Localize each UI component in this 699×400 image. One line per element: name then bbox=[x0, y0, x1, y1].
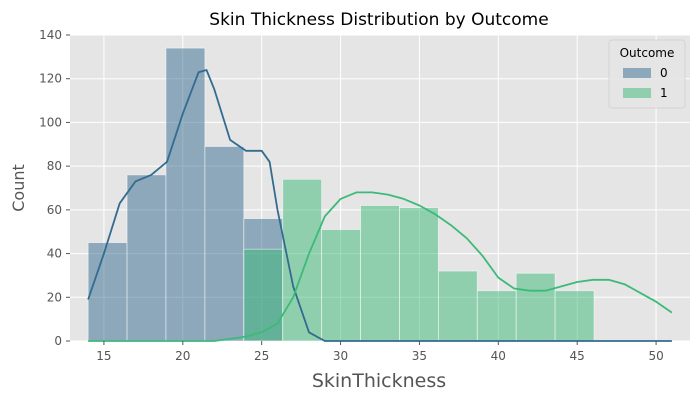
bar-1-bin-11 bbox=[515, 272, 556, 342]
y-tick-label: 120 bbox=[39, 72, 62, 86]
legend-swatch-1 bbox=[623, 88, 651, 98]
y-tick-label: 40 bbox=[47, 247, 62, 261]
legend-swatch-0 bbox=[623, 68, 651, 78]
kde-line-1 bbox=[88, 191, 673, 342]
bar-1-bin-7 bbox=[360, 205, 400, 342]
x-tick-label: 35 bbox=[412, 349, 427, 363]
x-axis-label: SkinThickness bbox=[312, 370, 446, 392]
bar-1-bin-8 bbox=[399, 207, 439, 342]
bar-0-bin-3 bbox=[204, 146, 245, 342]
x-tick-label: 20 bbox=[175, 349, 190, 363]
bar-1-bin-4 bbox=[243, 248, 284, 342]
legend-label-0: 0 bbox=[660, 66, 668, 80]
y-tick-label: 0 bbox=[54, 334, 62, 348]
y-tick-label: 80 bbox=[47, 159, 62, 173]
x-axis-ticks: 15 20 25 30 35 40 45 50 bbox=[96, 341, 664, 363]
x-tick-label: 40 bbox=[491, 349, 506, 363]
bar-1-bin-9 bbox=[437, 270, 478, 342]
y-tick-label: 20 bbox=[47, 290, 62, 304]
x-tick-label: 15 bbox=[96, 349, 111, 363]
y-tick-label: 100 bbox=[39, 115, 62, 129]
x-tick-label: 45 bbox=[570, 349, 585, 363]
bar-0-bin-2 bbox=[165, 47, 206, 342]
bar-0-bin-0 bbox=[87, 242, 128, 342]
y-axis-label: Count bbox=[9, 164, 28, 212]
bar-1-bin-6 bbox=[321, 229, 361, 342]
legend-title: Outcome bbox=[620, 46, 675, 60]
y-tick-label: 60 bbox=[47, 203, 62, 217]
y-tick-label: 140 bbox=[39, 28, 62, 42]
bar-1-bin-10 bbox=[476, 290, 517, 342]
y-axis-ticks: 0 20 40 60 80 100 120 140 bbox=[39, 28, 70, 348]
x-tick-label: 30 bbox=[333, 349, 348, 363]
kde-lines bbox=[87, 69, 673, 342]
chart-title: Skin Thickness Distribution by Outcome bbox=[209, 10, 548, 30]
x-tick-label: 50 bbox=[648, 349, 663, 363]
kde-line-0 bbox=[87, 69, 672, 342]
x-tick-label: 25 bbox=[254, 349, 269, 363]
bar-1-bin-12 bbox=[554, 290, 595, 342]
bar-0-bin-1 bbox=[126, 174, 167, 342]
legend: Outcome 0 1 bbox=[608, 39, 686, 109]
legend-label-1: 1 bbox=[660, 86, 668, 100]
